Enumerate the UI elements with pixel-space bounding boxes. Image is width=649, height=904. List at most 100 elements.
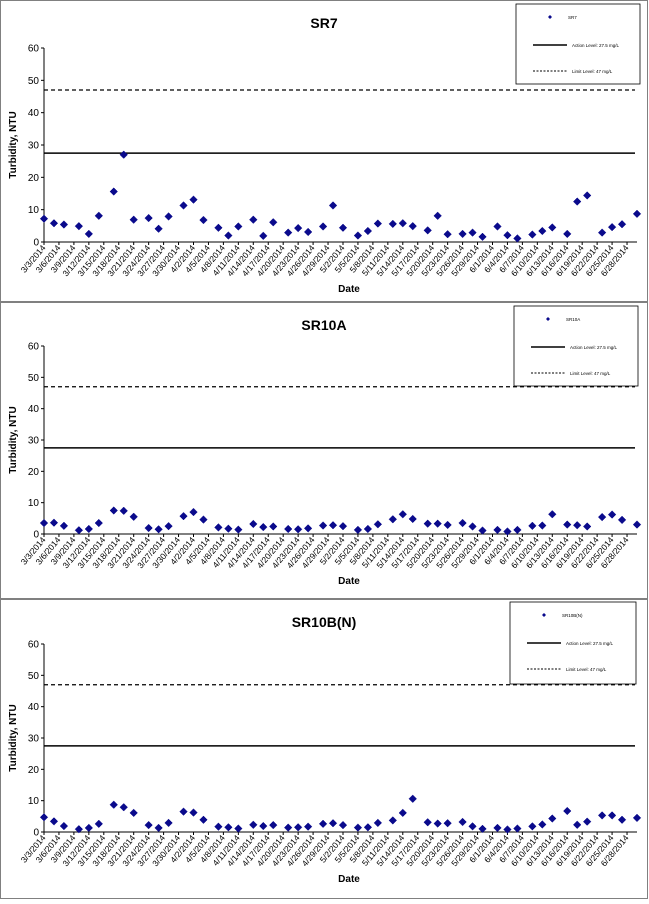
- y-tick-label: 30: [28, 141, 40, 152]
- data-point: [398, 808, 407, 818]
- y-tick-label: 0: [33, 828, 39, 839]
- data-point: [109, 187, 118, 196]
- data-point: [423, 226, 432, 235]
- chart-title: SR10A: [301, 317, 346, 333]
- data-point: [573, 820, 582, 829]
- data-point: [597, 228, 607, 237]
- data-point: [443, 230, 452, 239]
- data-point: [179, 511, 188, 521]
- data-point: [503, 231, 512, 240]
- data-point: [353, 823, 363, 832]
- data-point: [39, 813, 49, 822]
- legend-series-label: SR10B(N): [562, 613, 583, 618]
- chart-panel-3: SR10B(N)Turbidity, NTU01020304050603/3/2…: [0, 599, 648, 899]
- data-point: [129, 215, 138, 224]
- data-point: [503, 825, 512, 834]
- data-point: [249, 519, 258, 529]
- data-point: [318, 819, 328, 829]
- data-point: [84, 823, 94, 833]
- x-axis-label: Date: [338, 284, 360, 295]
- chart-title: SR7: [310, 15, 337, 31]
- data-point: [164, 522, 173, 531]
- data-point: [423, 519, 432, 528]
- data-point: [59, 521, 69, 531]
- data-point: [563, 229, 572, 239]
- data-point: [468, 228, 477, 237]
- data-point: [119, 150, 128, 159]
- y-tick-label: 60: [28, 44, 40, 55]
- data-point: [398, 510, 407, 519]
- legend-marker: [542, 613, 546, 617]
- data-point: [119, 803, 128, 812]
- data-point: [338, 820, 348, 830]
- data-point: [328, 819, 338, 828]
- y-axis-label: Turbidity, NTU: [8, 406, 19, 473]
- y-tick-label: 50: [28, 76, 40, 87]
- data-point: [224, 231, 233, 240]
- data-point: [129, 808, 138, 818]
- data-point: [373, 219, 383, 228]
- data-point: [408, 794, 417, 803]
- y-tick-label: 0: [33, 238, 39, 249]
- data-point: [293, 525, 303, 534]
- data-point: [269, 218, 278, 227]
- data-point: [493, 222, 502, 231]
- data-point: [563, 520, 572, 529]
- data-point: [199, 215, 208, 225]
- data-point: [189, 507, 198, 517]
- data-point: [363, 823, 373, 832]
- data-point: [388, 515, 397, 524]
- data-point: [513, 234, 522, 243]
- data-point: [493, 823, 502, 833]
- data-point: [39, 518, 49, 528]
- data-point: [607, 510, 617, 519]
- data-point: [269, 522, 278, 531]
- data-point: [433, 211, 442, 220]
- data-point: [318, 222, 328, 231]
- data-point: [493, 525, 502, 535]
- data-point: [583, 522, 592, 531]
- data-point: [234, 525, 243, 534]
- data-point: [94, 518, 103, 528]
- data-point: [144, 213, 153, 223]
- data-point: [318, 521, 328, 530]
- data-point: [39, 214, 49, 223]
- y-tick-label: 60: [28, 342, 40, 353]
- data-point: [573, 521, 582, 530]
- data-point: [284, 823, 293, 832]
- data-point: [214, 223, 223, 232]
- legend-action-label: Action Level: 27.5 mg/L: [570, 345, 618, 350]
- data-point: [597, 512, 607, 522]
- data-point: [284, 228, 293, 237]
- data-point: [119, 506, 128, 515]
- data-point: [328, 201, 338, 210]
- data-point: [224, 823, 233, 832]
- data-point: [528, 230, 537, 239]
- data-point: [59, 821, 69, 831]
- data-point: [59, 220, 69, 229]
- legend-action-label: Action Level: 27.5 mg/L: [566, 641, 614, 646]
- y-tick-label: 30: [28, 734, 40, 745]
- y-tick-label: 50: [28, 671, 40, 682]
- data-point: [548, 510, 557, 519]
- y-tick-label: 10: [28, 498, 40, 509]
- data-point: [338, 223, 348, 232]
- data-point: [353, 525, 363, 535]
- data-point: [284, 524, 293, 534]
- data-point: [84, 524, 94, 534]
- data-point: [303, 524, 313, 533]
- data-point: [214, 523, 223, 532]
- data-point: [528, 521, 537, 531]
- data-point: [189, 195, 198, 204]
- data-point: [433, 519, 442, 528]
- data-point: [154, 823, 163, 833]
- data-point: [548, 814, 557, 823]
- legend-marker: [548, 15, 552, 19]
- data-point: [538, 226, 547, 236]
- legend-limit-label: Limit Level: 47 mg/L: [566, 667, 607, 672]
- y-tick-label: 40: [28, 404, 40, 415]
- data-point: [363, 524, 373, 534]
- y-tick-label: 20: [28, 173, 40, 184]
- y-tick-label: 0: [33, 530, 39, 541]
